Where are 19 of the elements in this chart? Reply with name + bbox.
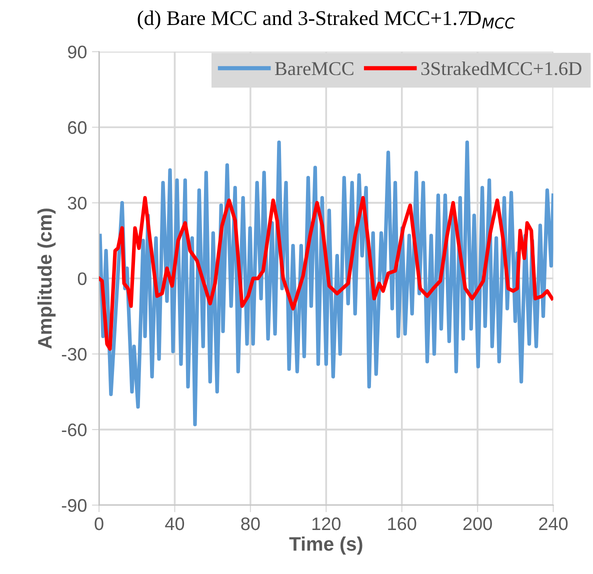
x-tick-label: 80 (241, 517, 260, 530)
y-tick-label: -90 (62, 499, 87, 512)
x-tick-label: 200 (463, 517, 492, 530)
y-tick-label: 0 (78, 272, 87, 286)
x-tick-label: 0 (94, 517, 104, 530)
x-tick-label: 160 (388, 517, 416, 530)
legend-label: BareMCC (275, 62, 354, 76)
y-tick-label: 90 (68, 46, 87, 58)
x-tick-label: 120 (312, 517, 341, 530)
y-tick-label: -60 (62, 423, 87, 436)
chart-title: (d) Bare MCC and 3-Straked MCC+1.7D$_{MCC}$ (138, 10, 515, 30)
y-tick-label: 30 (68, 196, 87, 210)
y-tick-label: 60 (68, 121, 87, 134)
y-tick-label: -30 (62, 348, 87, 361)
x-tick-label: 240 (539, 517, 568, 530)
y-axis-title: Amplitude (cm) (37, 208, 56, 349)
x-tick-label: 40 (165, 517, 184, 530)
legend-label: 3StrakedMCC+1.6D (421, 62, 582, 76)
x-axis-title: Time (s) (289, 536, 362, 555)
